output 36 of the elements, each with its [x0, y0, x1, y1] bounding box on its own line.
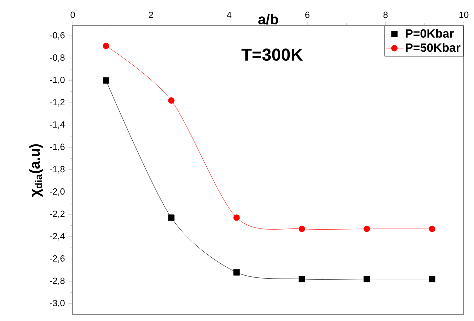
x-tick-label: 0: [70, 12, 76, 18]
y-tick-label: -1,4: [50, 122, 65, 129]
x-tick-label: 6: [306, 12, 310, 18]
point: [364, 276, 370, 282]
point: [234, 214, 240, 222]
x-tick-label: 8: [384, 12, 388, 18]
point: [234, 269, 240, 276]
x-axis-title: a/b: [258, 14, 278, 25]
point: [168, 214, 175, 222]
point: [298, 226, 306, 232]
y-tick-label: -1,6: [50, 144, 65, 152]
point: [429, 226, 436, 232]
y-axis-title: χ$_{dia}$(a.u): [30, 144, 43, 198]
y-tick-label: -1,0: [50, 76, 65, 84]
y-tick-label: -2,6: [50, 256, 65, 263]
y-tick-label: -2,8: [50, 278, 65, 286]
y-tick-label: -1,8: [50, 166, 65, 174]
y-tick-label: -2,2: [50, 210, 65, 218]
point: [298, 276, 306, 282]
x-tick-label: 10: [460, 12, 469, 18]
y-tick-label: -2,4: [50, 233, 65, 241]
y-tick-label: -1,2: [50, 99, 65, 107]
y-tick-label: -3,0: [50, 300, 65, 308]
point: [103, 42, 110, 50]
x-tick-label: 2: [149, 12, 154, 18]
point: [103, 77, 110, 84]
point: [364, 226, 370, 232]
annotation: T=300K: [242, 48, 304, 61]
y-tick-label: -0,6: [50, 32, 65, 40]
point: [429, 276, 436, 282]
point: [168, 98, 175, 104]
y-tick-label: -0,8: [50, 54, 65, 62]
legend-label: P=50Kbar: [406, 43, 461, 52]
x-tick-label: 4: [227, 12, 232, 18]
y-tick-label: -2,0: [50, 188, 65, 196]
legend-label: P=0Kbar: [406, 29, 454, 38]
